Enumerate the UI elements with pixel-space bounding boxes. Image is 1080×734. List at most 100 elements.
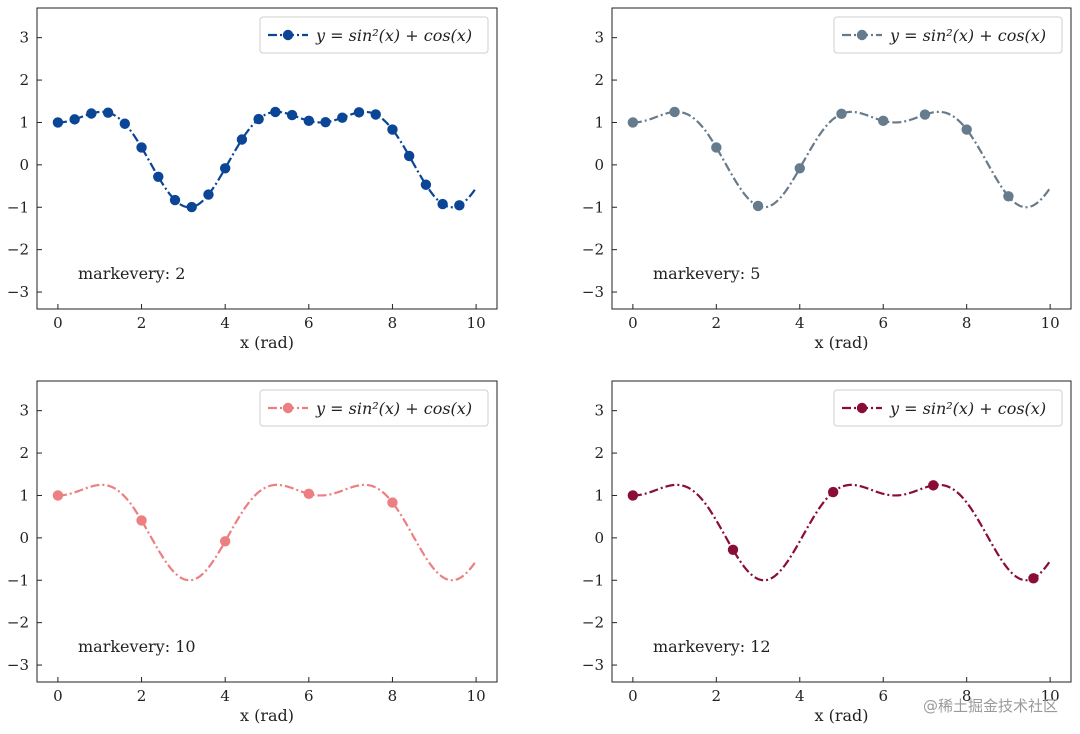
y-tick-label: 3 — [594, 29, 604, 47]
data-point — [437, 198, 448, 210]
legend-label: y = sin²(x) + cos(x) — [315, 26, 472, 45]
y-tick-label: −2 — [7, 241, 29, 259]
legend: y = sin²(x) + cos(x) — [259, 389, 489, 427]
data-point — [320, 116, 331, 128]
x-tick-label: 10 — [1041, 314, 1060, 332]
x-tick-label: 0 — [628, 687, 638, 705]
x-tick-label: 2 — [137, 314, 147, 332]
data-point — [387, 124, 398, 135]
data-point — [627, 490, 639, 501]
y-tick-label: 0 — [594, 529, 604, 547]
data-point — [203, 189, 214, 200]
y-tick-label: 1 — [19, 113, 29, 131]
y-tick-label: 0 — [19, 529, 29, 547]
x-tick-label: 4 — [220, 687, 230, 705]
y-tick-label: −3 — [7, 656, 29, 674]
data-point — [454, 200, 465, 211]
x-tick-label: 6 — [878, 687, 888, 705]
y-tick-label: 1 — [594, 113, 604, 131]
axes-frame — [36, 380, 498, 683]
x-tick-label: 2 — [137, 687, 147, 705]
x-tick-label: 10 — [467, 687, 486, 705]
series-line — [632, 483, 1052, 582]
data-point — [186, 201, 197, 213]
x-tick-label: 4 — [220, 314, 230, 332]
legend: y = sin²(x) + cos(x) — [259, 16, 489, 54]
y-tick-label: 3 — [19, 402, 29, 420]
data-point — [136, 142, 147, 153]
x-axis-label: x (rad) — [814, 333, 868, 352]
legend-box — [259, 16, 489, 54]
y-tick-label: −3 — [582, 656, 604, 674]
legend-marker — [856, 29, 868, 41]
data-point — [919, 109, 931, 120]
legend-marker — [856, 402, 868, 414]
legend-box — [259, 389, 489, 427]
data-point — [153, 171, 164, 182]
markevery-annotation: markevery: 10 — [78, 637, 196, 656]
legend-marker — [282, 402, 294, 414]
x-tick-label: 6 — [304, 687, 314, 705]
y-tick-label: 2 — [594, 71, 604, 89]
legend: y = sin²(x) + cos(x) — [833, 16, 1063, 54]
data-point — [236, 134, 248, 145]
y-tick-label: 2 — [594, 444, 604, 462]
data-point — [403, 150, 415, 162]
data-point — [119, 118, 131, 129]
x-tick-label: 2 — [712, 314, 722, 332]
y-tick-label: 0 — [19, 156, 29, 174]
data-point — [961, 124, 972, 135]
data-point — [827, 486, 839, 498]
y-tick-label: 3 — [19, 29, 29, 47]
subplot-bottom-right: 0 2 4 6 8 10 −3 −2 −1 0 1 2 3 x (rad) markevery: 12 y =… — [582, 380, 1072, 725]
subplot-top-left: 0 2 4 6 8 10 −3 −2 −1 0 1 2 3 x (rad) markevery: 2 y = … — [7, 7, 498, 352]
data-point — [169, 194, 181, 206]
series-line — [632, 110, 1052, 209]
data-point — [337, 112, 348, 123]
legend-label: y = sin²(x) + cos(x) — [315, 399, 472, 418]
data-point — [669, 106, 680, 118]
y-tick-label: 2 — [19, 444, 29, 462]
x-tick-label: 8 — [388, 687, 398, 705]
x-tick-label: 10 — [1041, 687, 1060, 705]
data-point — [253, 113, 264, 125]
data-point — [928, 480, 939, 491]
x-tick-label: 8 — [388, 314, 398, 332]
y-tick-label: −1 — [7, 571, 29, 589]
x-tick-label: 6 — [878, 314, 888, 332]
series-line — [57, 483, 477, 582]
data-point — [836, 108, 847, 120]
data-point — [387, 497, 398, 508]
y-tick-label: 1 — [594, 486, 604, 504]
data-point — [69, 114, 80, 125]
data-point — [370, 109, 381, 120]
data-point — [794, 163, 805, 174]
y-tick-label: −3 — [7, 283, 29, 301]
x-tick-label: 4 — [795, 687, 805, 705]
y-tick-label: −1 — [582, 571, 604, 589]
x-tick-label: 0 — [53, 687, 63, 705]
legend-box — [833, 389, 1063, 427]
watermark-text: @稀土掘金技术社区 — [923, 697, 1058, 715]
data-point — [420, 179, 432, 190]
data-point — [286, 109, 298, 121]
markevery-annotation: markevery: 2 — [78, 264, 185, 283]
y-tick-label: −2 — [7, 614, 29, 632]
y-tick-label: −3 — [582, 283, 604, 301]
legend: y = sin²(x) + cos(x) — [833, 389, 1063, 427]
x-axis-label: x (rad) — [240, 333, 294, 352]
y-tick-label: 2 — [19, 71, 29, 89]
y-tick-label: 3 — [594, 402, 604, 420]
data-point — [86, 108, 97, 119]
data-point — [711, 142, 722, 153]
data-point — [727, 544, 739, 555]
data-point — [52, 117, 64, 128]
axes-frame — [36, 7, 498, 310]
legend-label: y = sin²(x) + cos(x) — [889, 26, 1046, 45]
data-point — [52, 490, 64, 501]
x-axis-label: x (rad) — [240, 706, 294, 725]
x-tick-label: 8 — [962, 687, 972, 705]
x-tick-label: 0 — [628, 314, 638, 332]
data-point — [752, 200, 764, 212]
